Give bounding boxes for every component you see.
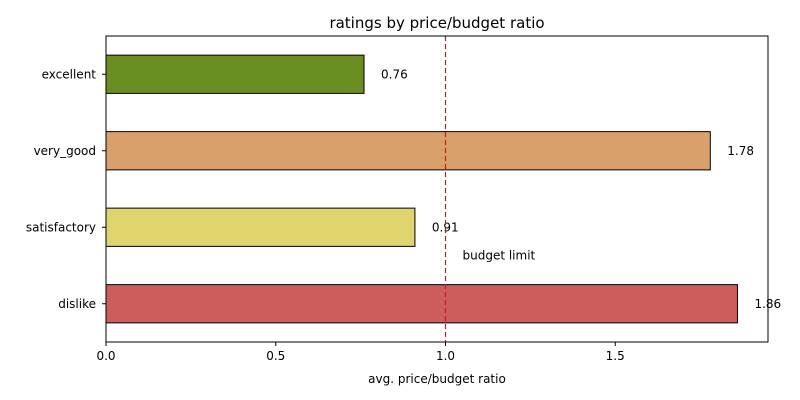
- bar-satisfactory: [105, 207, 416, 247]
- data-label-very_good: 1.78: [727, 144, 754, 158]
- y-tick-label-excellent: excellent: [42, 67, 97, 81]
- y-tick-label-satisfactory: satisfactory: [26, 220, 96, 234]
- data-label-excellent: 0.76: [381, 67, 408, 81]
- bar-very_good: [105, 131, 711, 171]
- chart-title: ratings by price/budget ratio: [329, 14, 544, 32]
- bar-excellent: [105, 54, 365, 94]
- x-tick-label: 1.0: [436, 349, 455, 363]
- x-axis-title: avg. price/budget ratio: [368, 372, 506, 386]
- x-tick-label: 0.5: [266, 349, 285, 363]
- reference-line-group: budget limit: [444, 36, 536, 342]
- data-label-satisfactory: 0.91: [432, 220, 459, 234]
- x-tick-label: 0.0: [96, 349, 115, 363]
- bar-dislike: [105, 284, 738, 324]
- y-axis-ticks: excellent very_good satisfactory dislike: [26, 67, 106, 311]
- plot-frame: [105, 35, 769, 343]
- y-tick-label-dislike: dislike: [58, 297, 96, 311]
- x-axis-ticks: 0.0 0.5 1.0 1.5: [96, 342, 625, 363]
- bars-group: 0.761.780.911.86: [105, 54, 781, 324]
- x-tick-label: 1.5: [606, 349, 625, 363]
- y-tick-label-very_good: very_good: [34, 144, 96, 158]
- budget-limit-label: budget limit: [462, 249, 535, 263]
